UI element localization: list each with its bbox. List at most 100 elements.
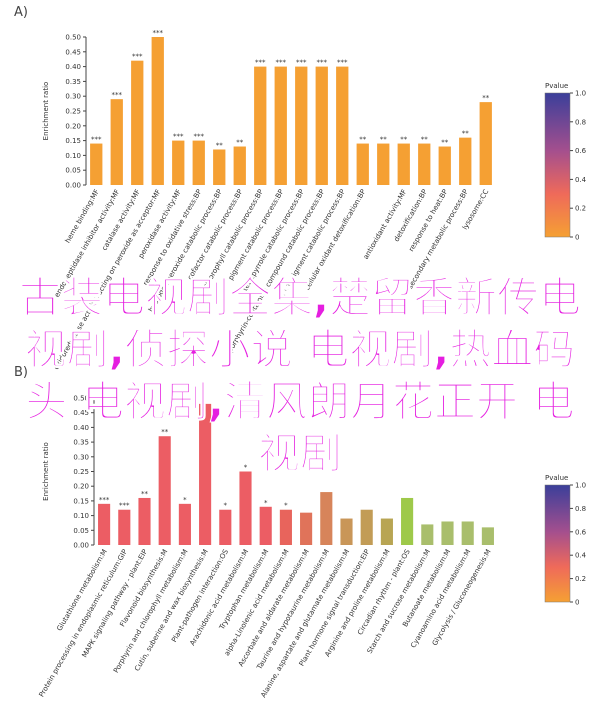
- y-tick-label: 0.05: [73, 527, 89, 535]
- significance-label: ***: [255, 59, 266, 67]
- bar: [377, 143, 390, 185]
- colorbar: [544, 92, 571, 238]
- bar: [110, 99, 123, 185]
- colorbar-tick-label: 0.6: [575, 528, 587, 536]
- bar: [421, 524, 434, 545]
- colorbar-tick-label: 0: [575, 599, 579, 607]
- bar: [239, 471, 252, 545]
- y-tick-label: 0.45: [73, 409, 89, 417]
- significance-label: **: [421, 136, 429, 144]
- bar: [380, 518, 393, 545]
- bar: [300, 512, 313, 545]
- significance-label: *: [224, 502, 228, 510]
- y-tick-label: 0.05: [65, 167, 81, 175]
- significance-label: **: [400, 136, 408, 144]
- colorbar: [544, 484, 571, 603]
- colorbar-tick-label: 0.6: [575, 147, 587, 155]
- significance-label: ***: [153, 29, 164, 37]
- bar: [259, 506, 272, 545]
- colorbar-tick-label: 0.8: [575, 505, 586, 513]
- colorbar-tick-label: 0.2: [575, 205, 586, 213]
- y-tick-label: 0.10: [65, 152, 81, 160]
- bar: [461, 521, 474, 545]
- bar: [459, 137, 472, 185]
- significance-label: ***: [91, 136, 102, 144]
- bar: [360, 509, 373, 545]
- bar: [479, 102, 492, 185]
- significance-label: ***: [276, 59, 287, 67]
- bar: [172, 140, 185, 185]
- colorbar-tick-label: 0.4: [575, 552, 587, 560]
- bar: [90, 143, 103, 185]
- y-tick-label: 0.25: [73, 468, 89, 476]
- significance-label: **: [482, 94, 490, 102]
- significance-label: *: [264, 499, 268, 507]
- bar: [441, 521, 454, 545]
- bar: [98, 503, 111, 545]
- significance-label: **: [359, 136, 367, 144]
- y-axis-label: Enrichment ratio: [42, 442, 50, 501]
- colorbar-tick-label: 0: [575, 234, 579, 242]
- y-tick-label: 0.15: [73, 497, 89, 505]
- bar: [340, 518, 353, 545]
- significance-label: **: [380, 136, 388, 144]
- bar: [213, 149, 226, 185]
- significance-label: **: [141, 490, 149, 498]
- y-tick-label: 0.30: [73, 453, 89, 461]
- colorbar-tick-label: 1.0: [575, 90, 586, 98]
- significance-label: ***: [337, 59, 348, 67]
- colorbar-tick-label: 0.2: [575, 575, 586, 583]
- x-tick-label: Protein processing in endoplasmic reticu…: [37, 548, 129, 699]
- y-tick-label: 0.00: [65, 182, 81, 190]
- significance-label: *: [284, 502, 288, 510]
- bar: [254, 66, 267, 185]
- y-tick-label: 0.50: [65, 34, 81, 42]
- y-tick-label: 0.10: [73, 512, 89, 520]
- bar: [295, 66, 308, 185]
- significance-label: **: [441, 139, 449, 147]
- bar: [178, 503, 191, 545]
- significance-label: **: [161, 428, 169, 436]
- y-axis-label: Enrichment ratio: [42, 82, 50, 141]
- y-tick-label: 0.40: [65, 63, 81, 71]
- bar: [315, 66, 328, 185]
- bar: [199, 403, 212, 545]
- y-tick-label: 0.45: [65, 48, 81, 56]
- bar: [219, 509, 232, 545]
- significance-label: ***: [317, 59, 328, 67]
- significance-label: ***: [173, 133, 184, 141]
- significance-label: ***: [99, 496, 110, 504]
- bar: [118, 509, 131, 545]
- significance-label: ***: [112, 91, 123, 99]
- significance-label: *: [244, 464, 248, 472]
- y-tick-label: 0.40: [73, 424, 89, 432]
- colorbar-title: Pvalue: [545, 474, 568, 482]
- y-tick-label: 0.25: [65, 108, 81, 116]
- bar: [418, 143, 431, 185]
- y-tick-label: 0.15: [65, 137, 81, 145]
- panel-label: A): [14, 5, 28, 20]
- bar: [151, 37, 164, 185]
- bar: [131, 60, 144, 185]
- panel-label: B): [14, 365, 28, 380]
- bar: [158, 436, 171, 545]
- x-tick-label: catalase activity:MF: [100, 188, 142, 252]
- bar: [336, 66, 349, 185]
- bar: [233, 146, 246, 185]
- significance-label: ***: [119, 502, 130, 510]
- bar: [397, 143, 410, 185]
- overlay-text: 古装电视剧全集,楚留香新传电视剧,侦探小说 电视剧,热血码头 电视剧,清风朗月花…: [19, 273, 582, 479]
- bar: [401, 497, 414, 545]
- significance-label: ***: [194, 133, 205, 141]
- significance-label: **: [236, 139, 244, 147]
- significance-label: ***: [132, 53, 143, 61]
- y-tick-label: 0.20: [65, 122, 81, 130]
- bar: [356, 143, 369, 185]
- bar: [320, 492, 333, 545]
- y-tick-label: 0.30: [65, 93, 81, 101]
- y-tick-label: 0.00: [73, 542, 89, 550]
- y-tick-label: 0.35: [73, 439, 89, 447]
- colorbar-tick-label: 0.8: [575, 118, 586, 126]
